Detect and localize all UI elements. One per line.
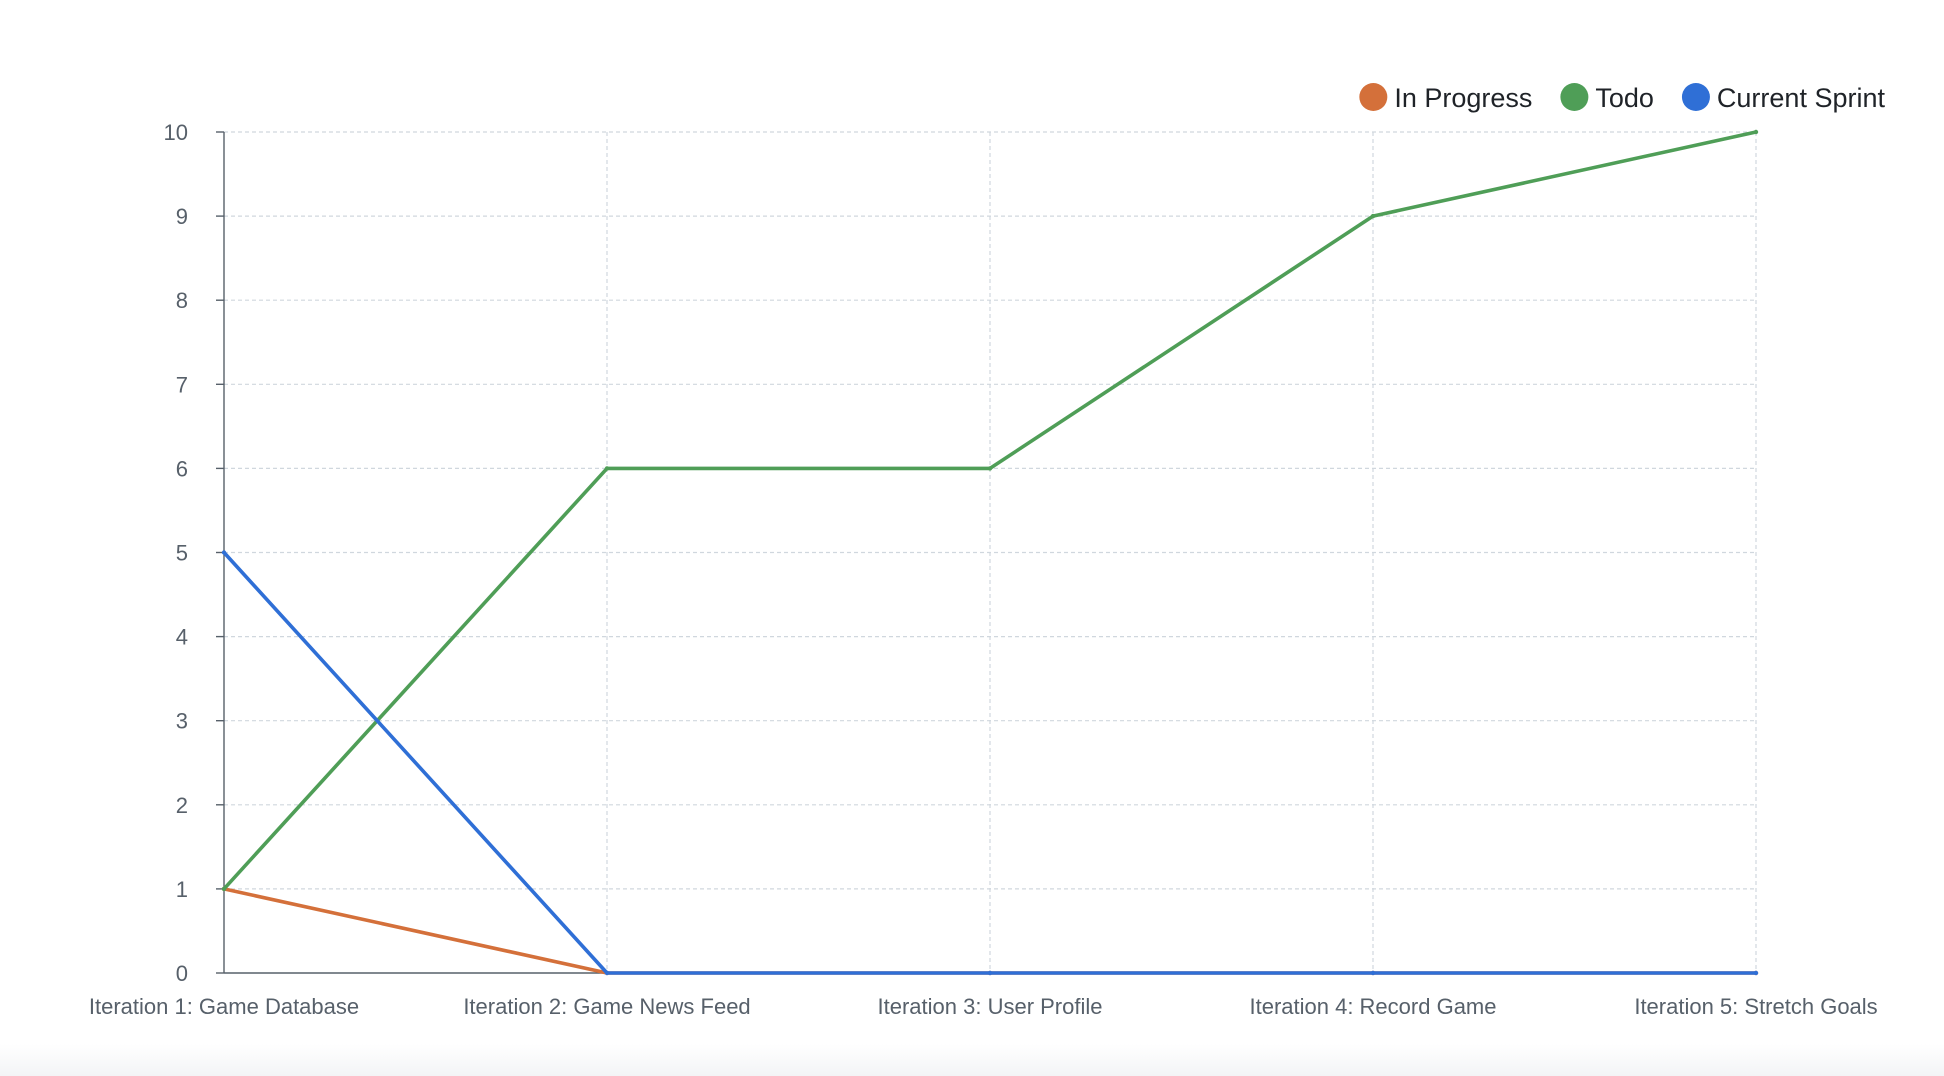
grid-lines [224,131,1757,973]
legend-swatch-todo[interactable] [1560,83,1589,111]
data-point-current-sprint [1370,970,1376,976]
legend-swatch-in-progress[interactable] [1359,83,1388,111]
x-tick-label: Iteration 4: Record Game [1249,994,1496,1019]
y-tick-label: 7 [176,372,188,397]
bottom-edge [0,1044,1944,1076]
y-tick-label: 9 [176,204,188,229]
data-point-current-sprint [604,970,610,976]
y-axis-ticks: 0 1 2 3 4 5 6 7 8 9 10 [164,120,188,986]
axes [216,131,1756,974]
data-point-todo [1753,129,1759,135]
y-tick-label: 6 [176,456,188,481]
series-lines [221,129,1759,976]
y-tick-label: 10 [164,120,188,145]
x-tick-label: Iteration 5: Stretch Goals [1634,994,1877,1019]
legend-swatch-current-sprint[interactable] [1681,83,1710,111]
data-point-current-sprint [1753,970,1759,976]
data-point-current-sprint [987,970,993,976]
y-tick-label: 8 [176,288,188,313]
data-point-todo [221,886,227,892]
y-tick-label: 4 [176,625,188,650]
y-tick-label: 3 [176,709,188,734]
y-tick-label: 1 [176,877,188,902]
legend-label-in-progress[interactable]: In Progress [1394,83,1532,113]
x-tick-label: Iteration 1: Game Database [89,994,359,1019]
legend-label-todo[interactable]: Todo [1595,83,1654,113]
legend-label-current-sprint[interactable]: Current Sprint [1717,83,1886,113]
y-tick-label: 5 [176,541,188,566]
data-point-todo [604,466,610,471]
x-tick-label: Iteration 2: Game News Feed [463,994,750,1019]
legend[interactable]: In Progress Todo Current Sprint [1359,83,1885,113]
data-point-todo [1370,213,1376,219]
data-point-current-sprint [221,550,227,555]
y-tick-label: 0 [176,961,188,986]
data-point-todo [987,466,993,471]
x-axis-ticks: Iteration 1: Game Database Iteration 2: G… [89,994,1878,1019]
y-tick-label: 2 [176,793,188,818]
x-tick-label: Iteration 3: User Profile [878,994,1103,1019]
